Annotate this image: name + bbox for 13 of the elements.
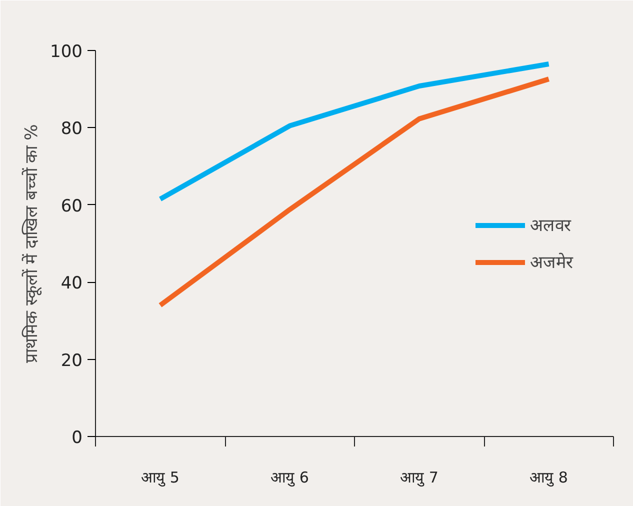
y-tick-label: 100	[50, 42, 83, 62]
y-tick-label: 0	[72, 428, 83, 448]
y-axis-title: प्राथमिक स्कूलों में दाखिल बच्चों का %	[21, 124, 42, 363]
y-tick-label: 20	[60, 350, 83, 371]
x-tick-label: आयु 7	[400, 468, 438, 488]
legend-label: अजमेर	[530, 252, 573, 273]
legend-label: अलवर	[530, 215, 571, 236]
x-tick-label: आयु 8	[530, 468, 568, 488]
x-tick-label: आयु 5	[141, 468, 180, 488]
x-tick-label: आयु 6	[270, 468, 309, 488]
y-tick-label: 40	[60, 274, 83, 294]
y-tick-label: 60	[60, 196, 83, 216]
y-tick-label: 80	[60, 119, 83, 140]
